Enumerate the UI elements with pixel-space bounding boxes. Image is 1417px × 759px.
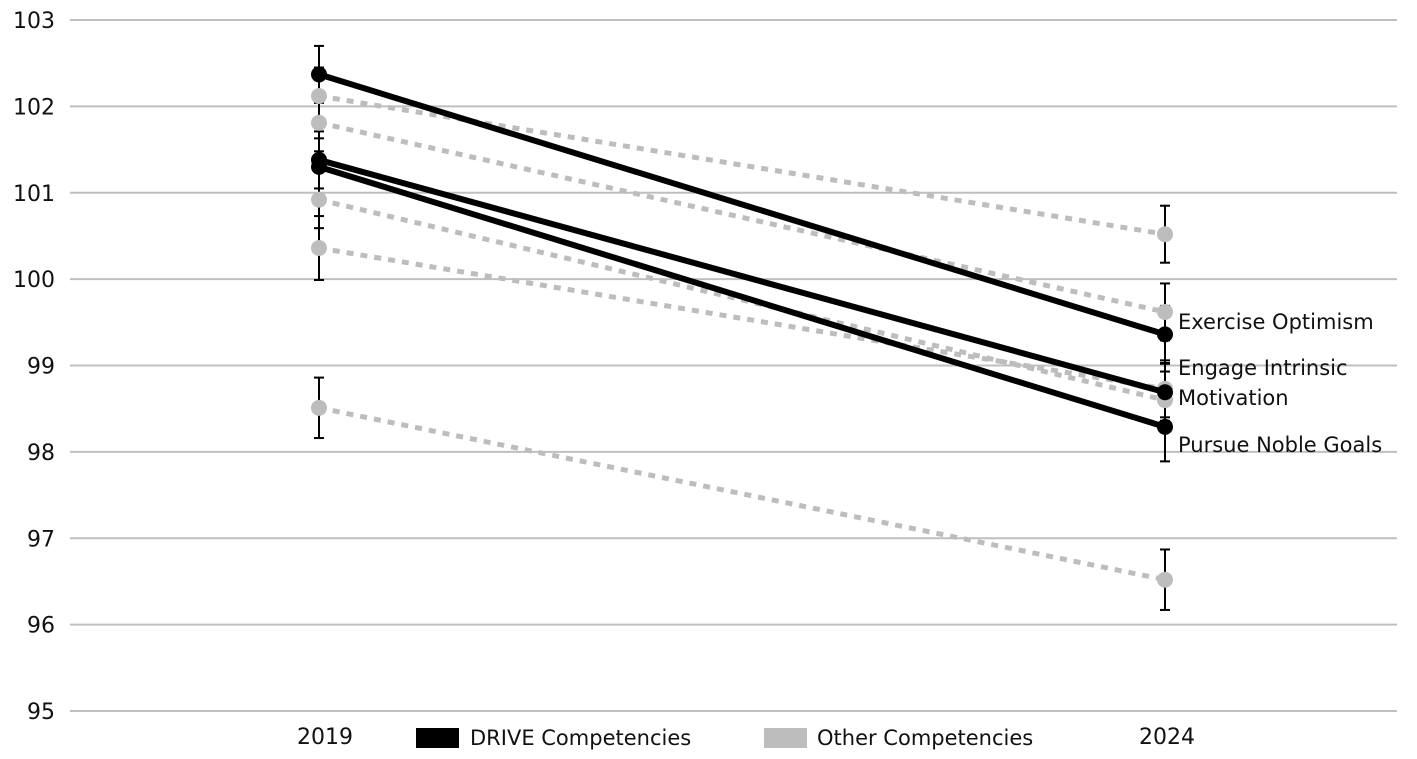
series-line [318, 163, 1166, 430]
data-point [1157, 326, 1173, 343]
data-point [311, 88, 327, 105]
data-point [311, 114, 327, 131]
series-label: Exercise Optimism [1178, 310, 1374, 334]
series-line [318, 157, 1166, 396]
series-line [318, 71, 1166, 338]
series-line [318, 245, 1166, 392]
x-tick-2024: 2024 [1139, 725, 1195, 750]
y-tick: 95 [27, 700, 55, 725]
data-point [1157, 418, 1173, 435]
data-point [1157, 571, 1173, 588]
y-tick: 102 [13, 95, 55, 120]
data-point [311, 240, 327, 257]
y-tick: 96 [27, 614, 55, 639]
y-tick: 101 [13, 182, 55, 207]
legend-swatch-drive [416, 728, 459, 748]
gridlines [70, 19, 1397, 712]
data-point [311, 399, 327, 416]
data-point [1157, 303, 1173, 320]
series-labels: Exercise Optimism Engage Intrinsic Motivat… [1178, 310, 1382, 457]
x-axis-ticks: 2019 2024 [297, 725, 1195, 750]
y-tick: 100 [13, 268, 55, 293]
series-line [318, 120, 1166, 315]
data-point [1157, 226, 1173, 243]
series-line [318, 93, 1166, 237]
error-bars [314, 44, 1170, 611]
legend-label-other: Other Competencies [817, 726, 1033, 750]
y-tick: 103 [13, 9, 55, 34]
data-point [311, 191, 327, 208]
series-label: Pursue Noble Goals [1178, 433, 1382, 457]
series-label: Motivation [1178, 386, 1289, 410]
legend-swatch-other [764, 728, 807, 748]
series-label: Engage Intrinsic [1178, 356, 1348, 380]
y-tick: 99 [27, 355, 55, 380]
drive-competency-lines [311, 66, 1173, 435]
data-point [311, 66, 327, 83]
y-tick: 98 [27, 441, 55, 466]
legend: DRIVE Competencies Other Competencies [416, 726, 1033, 750]
y-tick: 97 [27, 527, 55, 552]
data-point [311, 158, 327, 175]
series-line [318, 405, 1166, 583]
data-point [1157, 384, 1173, 401]
legend-label-drive: DRIVE Competencies [470, 726, 691, 750]
other-competency-lines [311, 88, 1173, 588]
y-axis-ticks: 95 96 97 98 99 100 101 102 103 [13, 9, 55, 725]
x-tick-2019: 2019 [297, 725, 353, 750]
